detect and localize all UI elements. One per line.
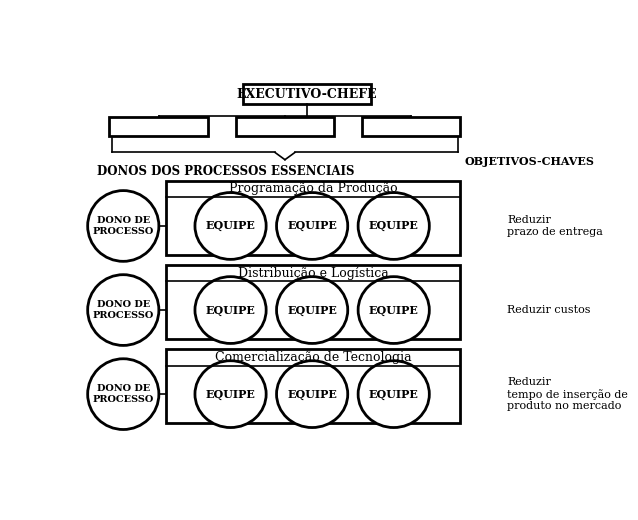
Ellipse shape — [87, 275, 159, 345]
Text: Reduzir
prazo de entrega: Reduzir prazo de entrega — [507, 215, 604, 237]
Text: OBJETIVOS-CHAVES: OBJETIVOS-CHAVES — [464, 157, 595, 167]
Text: Programação da Produção: Programação da Produção — [229, 183, 397, 196]
Text: EQUIPE: EQUIPE — [205, 305, 255, 316]
Text: EQUIPE: EQUIPE — [287, 388, 337, 400]
Text: DONOS DOS PROCESSOS ESSENCIAIS: DONOS DOS PROCESSOS ESSENCIAIS — [97, 164, 354, 177]
FancyBboxPatch shape — [235, 117, 334, 136]
Text: EQUIPE: EQUIPE — [205, 220, 255, 231]
Text: EQUIPE: EQUIPE — [369, 305, 419, 316]
Text: EXECUTIVO-CHEFE: EXECUTIVO-CHEFE — [237, 87, 378, 100]
Text: Reduzir
tempo de inserção de
produto no mercado: Reduzir tempo de inserção de produto no … — [507, 377, 628, 411]
Ellipse shape — [195, 277, 266, 343]
Ellipse shape — [195, 361, 266, 427]
Ellipse shape — [195, 192, 266, 259]
Text: EQUIPE: EQUIPE — [369, 388, 419, 400]
Text: Comercialização de Tecnologia: Comercialização de Tecnologia — [215, 350, 412, 363]
Text: DONO DE
PROCESSO: DONO DE PROCESSO — [93, 216, 154, 236]
Text: EQUIPE: EQUIPE — [287, 220, 337, 231]
FancyBboxPatch shape — [243, 84, 371, 105]
Text: EQUIPE: EQUIPE — [287, 305, 337, 316]
Text: Distribuição e Logística: Distribuição e Logística — [238, 266, 389, 280]
FancyBboxPatch shape — [167, 349, 461, 423]
Ellipse shape — [358, 277, 429, 343]
Text: Reduzir custos: Reduzir custos — [507, 305, 591, 315]
FancyBboxPatch shape — [362, 117, 461, 136]
Ellipse shape — [358, 192, 429, 259]
FancyBboxPatch shape — [110, 117, 208, 136]
Text: DONO DE
PROCESSO: DONO DE PROCESSO — [93, 300, 154, 320]
Ellipse shape — [87, 191, 159, 262]
Ellipse shape — [276, 192, 348, 259]
Ellipse shape — [276, 361, 348, 427]
FancyBboxPatch shape — [167, 180, 461, 255]
Text: DONO DE
PROCESSO: DONO DE PROCESSO — [93, 384, 154, 404]
Text: EQUIPE: EQUIPE — [205, 388, 255, 400]
Ellipse shape — [276, 277, 348, 343]
Ellipse shape — [358, 361, 429, 427]
FancyBboxPatch shape — [167, 265, 461, 339]
Text: EQUIPE: EQUIPE — [369, 220, 419, 231]
Ellipse shape — [87, 359, 159, 430]
